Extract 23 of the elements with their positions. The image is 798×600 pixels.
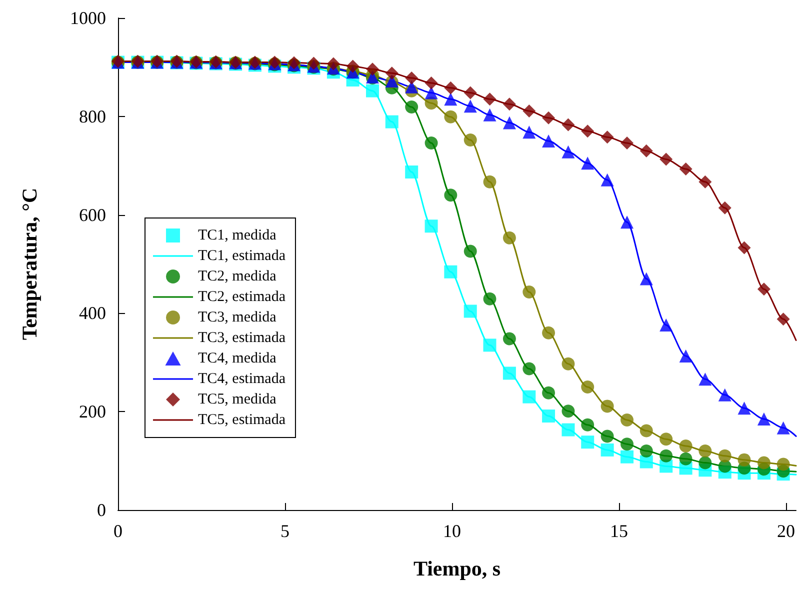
legend-label: TC2, estimada (198, 289, 286, 305)
x-tick-label: 5 (280, 521, 290, 541)
x-tick-label: 15 (610, 521, 628, 541)
legend-label: TC1, estimada (198, 248, 286, 264)
legend-label: TC1, medida (198, 228, 277, 244)
x-axis-title: Tiempo, s (413, 556, 501, 580)
y-axis-title: Temperatura, °C (18, 188, 42, 340)
legend-label: TC3, estimada (198, 330, 286, 346)
legend-label: TC4, estimada (198, 371, 286, 387)
legend-label: TC5, medida (198, 392, 277, 408)
x-tick-label: 0 (114, 521, 122, 541)
y-tick-label: 800 (79, 106, 106, 126)
legend-label: TC2, medida (198, 268, 277, 284)
y-tick-label: 200 (79, 402, 106, 422)
legend-label: TC4, medida (198, 350, 277, 366)
legend-label: TC3, medida (198, 310, 277, 326)
y-tick-label: 0 (97, 500, 106, 520)
y-tick-label: 1000 (70, 8, 106, 28)
x-tick-label: 10 (443, 521, 461, 541)
legend-label: TC5, estimada (198, 412, 286, 428)
x-tick-label: 20 (777, 521, 795, 541)
y-tick-label: 400 (79, 303, 106, 324)
y-tick-label: 600 (79, 204, 106, 225)
